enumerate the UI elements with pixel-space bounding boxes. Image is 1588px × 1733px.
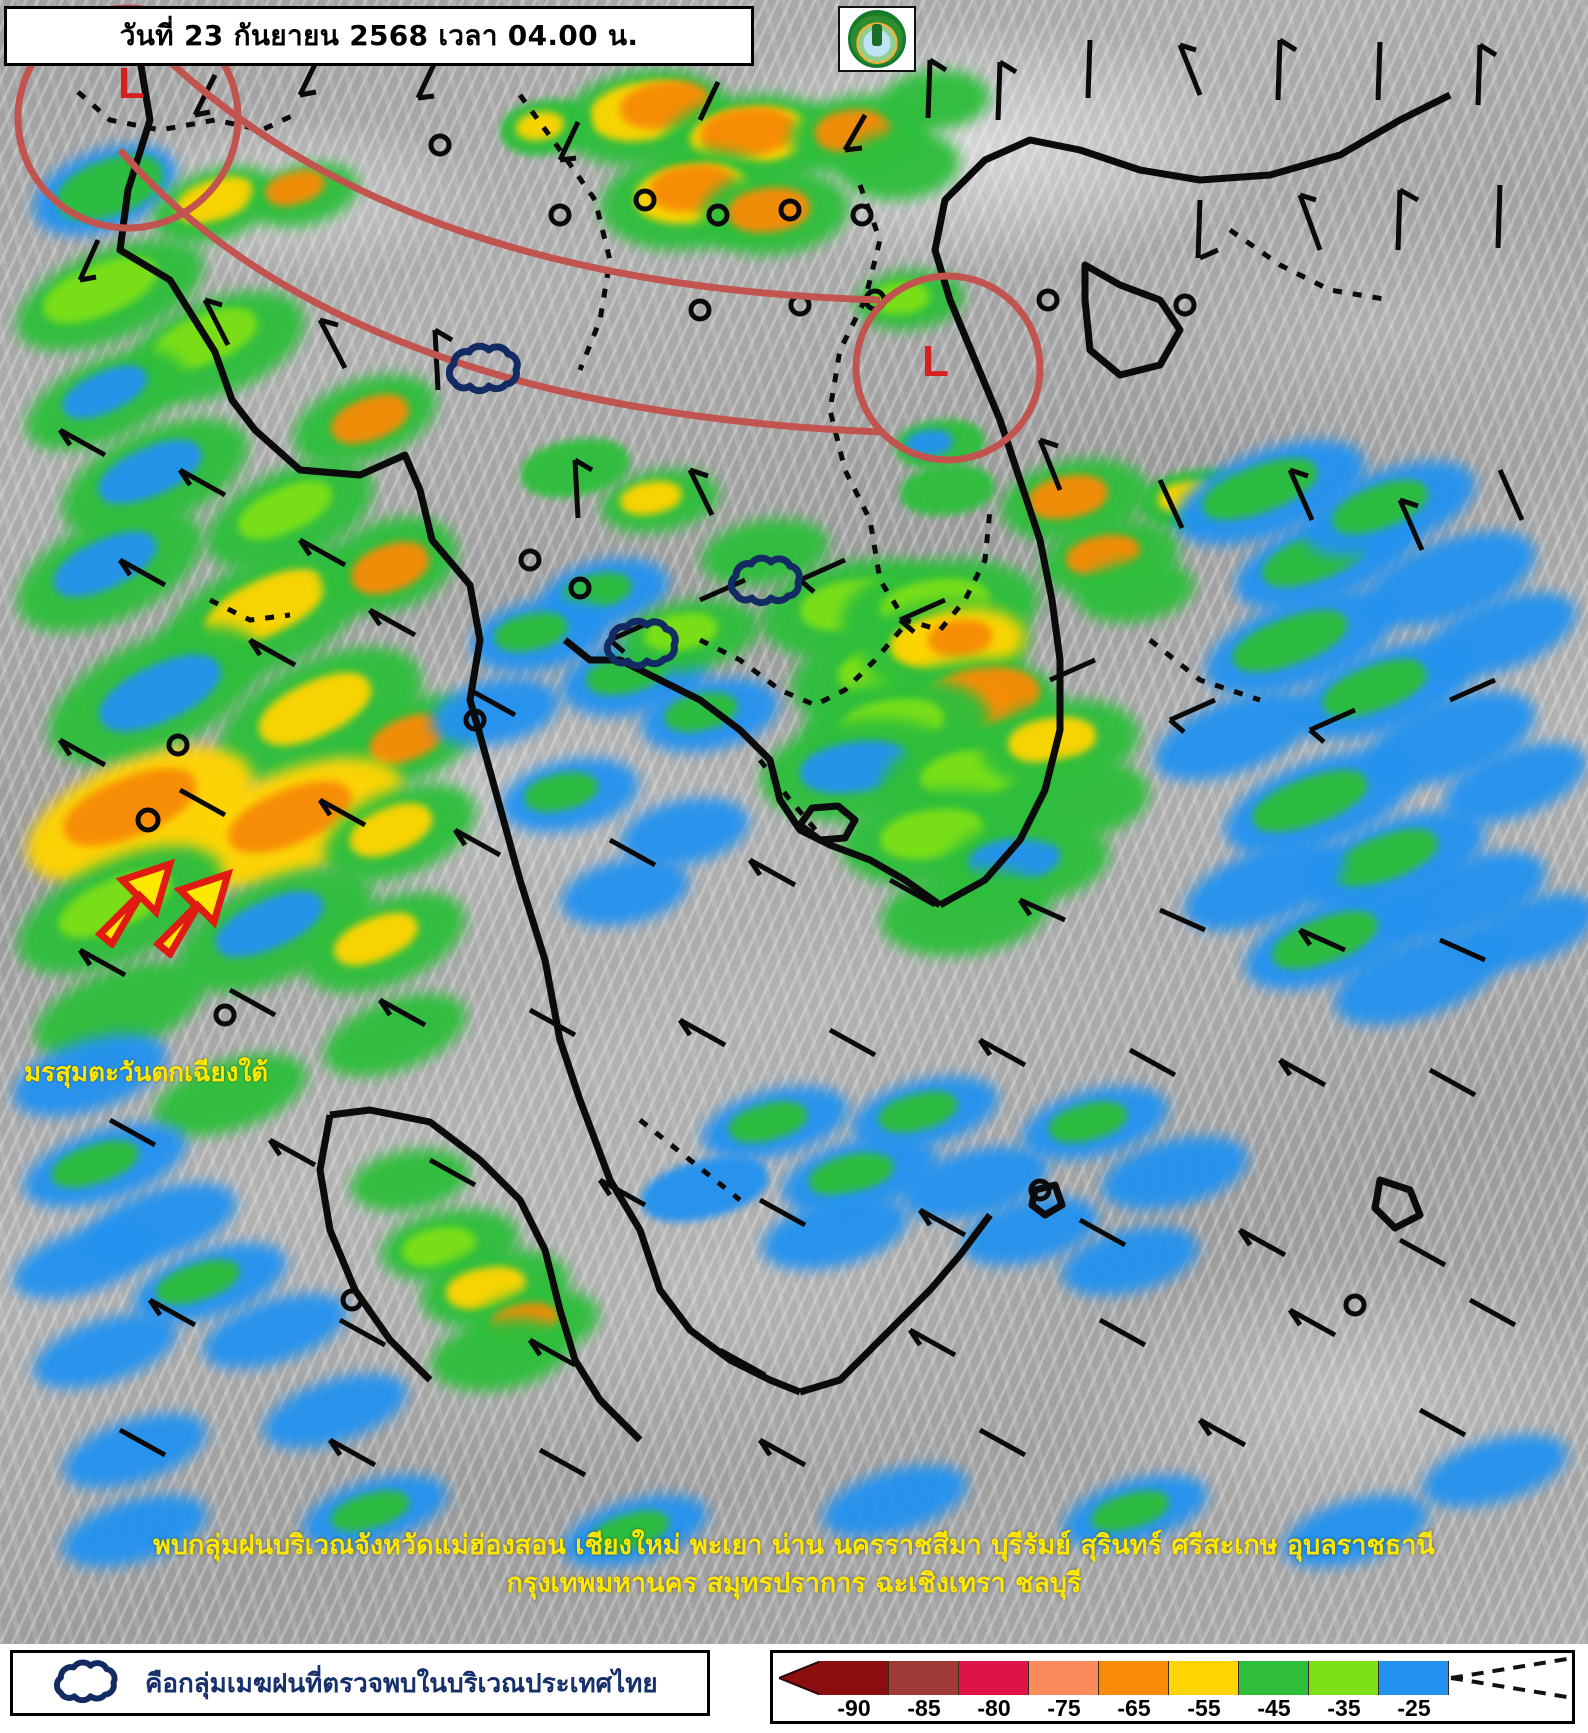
trough-line-upper (165, 57, 881, 304)
legend-label: คือกลุ่มเมฆฝนที่ตรวจพบในบริเวณประเทศไทย (145, 1668, 658, 1699)
colour-scale-tick-labels: -90 -85 -80 -75 -65 -55 -45 -35 -25 (773, 1695, 1572, 1721)
colour-scale-tick: -90 (837, 1695, 871, 1721)
scale-min-arrow-icon (779, 1661, 821, 1695)
colour-scale-cell (889, 1661, 959, 1695)
satellite-image: L L มรสุม (0, 0, 1588, 1644)
colour-scale-tick: -45 (1257, 1695, 1291, 1721)
colour-scale-cell (959, 1661, 1029, 1695)
monsoon-arrow-right (150, 858, 260, 963)
colour-scale-tick: -75 (1047, 1695, 1081, 1721)
map-vector-overlay (14, 4, 1525, 1478)
colour-scale-cell (1239, 1661, 1309, 1695)
low-pressure-circle-northeast (852, 272, 1044, 464)
colour-scale-cell (819, 1661, 889, 1695)
title-box: วันที่ 23 กันยายน 2568 เวลา 04.00 น. (4, 6, 754, 66)
page-title: วันที่ 23 กันยายน 2568 เวลา 04.00 น. (119, 19, 639, 52)
tmd-seal-icon (848, 10, 906, 68)
cloud-marker-north (440, 340, 532, 401)
tmd-logo (838, 6, 916, 72)
colour-scale-cell (1099, 1661, 1169, 1695)
colour-scale-cell (1379, 1661, 1449, 1695)
dashed-province-lines (76, 90, 1391, 1202)
low-pressure-marker-northeast: L (922, 337, 949, 386)
station-markers (135, 133, 1367, 1317)
colour-scale-tick: -65 (1117, 1695, 1151, 1721)
low-pressure-marker-northwest: L (118, 59, 145, 108)
colour-scale-cell (1169, 1661, 1239, 1695)
wind-barbs (57, 37, 1525, 1478)
cloud-marker-west (598, 615, 690, 676)
colour-scale-bars (819, 1661, 1449, 1695)
colour-scale-tick: -25 (1397, 1695, 1431, 1721)
colour-scale-box: -90 -85 -80 -75 -65 -55 -45 -35 -25 (770, 1650, 1575, 1724)
colour-scale-tick: -55 (1187, 1695, 1221, 1721)
colour-scale-tick: -80 (977, 1695, 1011, 1721)
colour-scale-tick: -35 (1327, 1695, 1361, 1721)
cloud-marker-central (722, 552, 814, 613)
monsoon-arrow-left (92, 848, 202, 953)
colour-scale-tick: -85 (907, 1695, 941, 1721)
colour-scale-cell (1309, 1661, 1379, 1695)
rain-cloud-icon (49, 1655, 127, 1712)
legend-box: คือกลุ่มเมฆฝนที่ตรวจพบในบริเวณประเทศไทย (10, 1650, 710, 1716)
scale-nodata-wedge-icon (1450, 1657, 1568, 1699)
monsoon-label: มรสุมตะวันตกเฉียงใต้ (24, 1058, 269, 1088)
colour-scale-cell (1029, 1661, 1099, 1695)
